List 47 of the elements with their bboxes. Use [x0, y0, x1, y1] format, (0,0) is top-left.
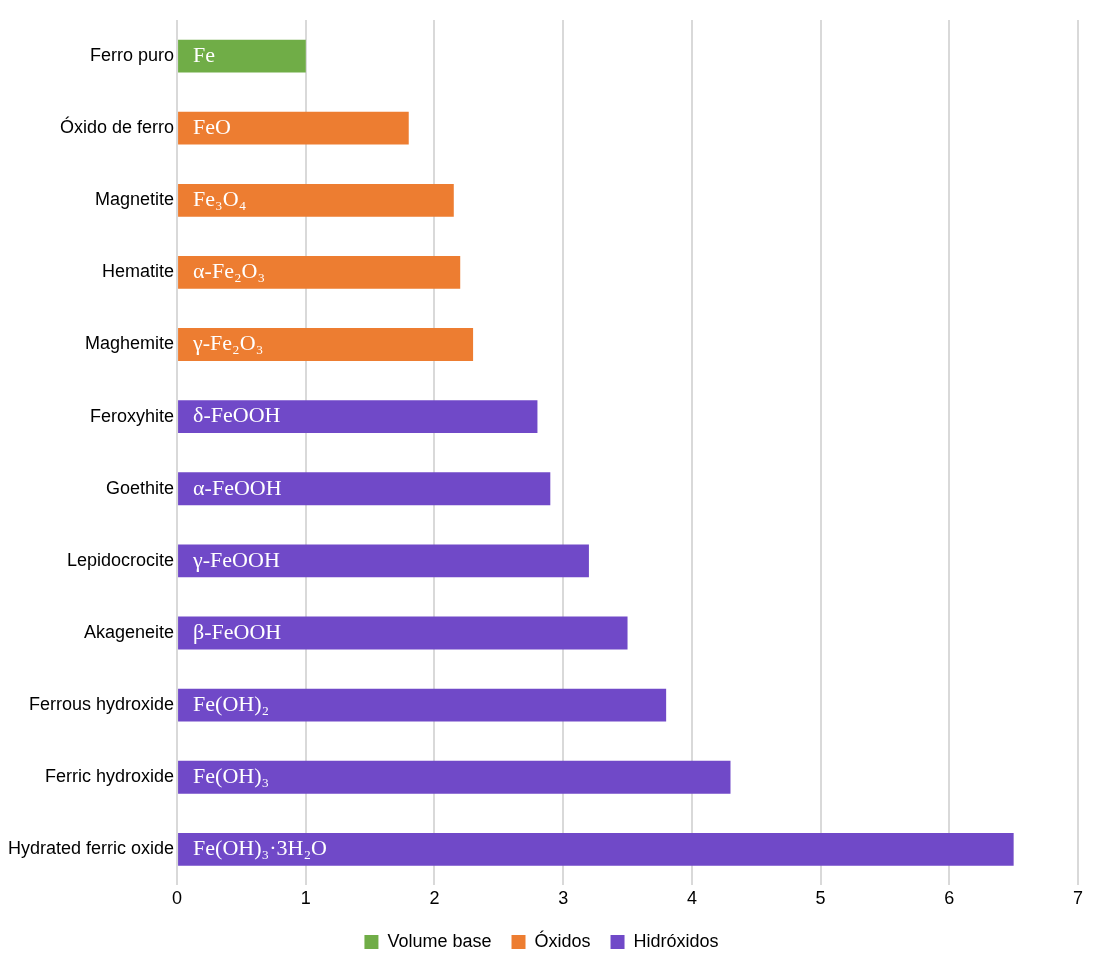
x-tick-label: 2 — [429, 888, 440, 909]
bar — [178, 183, 454, 217]
y-tick-label: Goethite — [106, 477, 175, 498]
annotation: Fe(OH)₃ — [193, 763, 270, 789]
bar — [178, 111, 409, 145]
annotation: γ-FeOOH — [192, 546, 280, 572]
y-tick-label: Ferrous hydroxide — [28, 694, 175, 715]
legend-label: Hidróxidos — [633, 930, 719, 951]
annotation: Fe(OH)₃·3H₂O — [193, 835, 327, 861]
bar — [178, 832, 1014, 866]
bar — [178, 256, 461, 289]
bar — [178, 688, 667, 722]
annotation: α-Fe₂O₃ — [193, 258, 266, 284]
annotation: α-FeOOH — [193, 474, 282, 500]
bar — [178, 616, 628, 650]
x-tick-label: 4 — [686, 888, 697, 909]
annotation: δ-FeOOH — [193, 402, 281, 428]
bar — [178, 544, 589, 578]
y-tick-label: Lepidocrocite — [66, 549, 175, 570]
y-tick-label: Hematite — [102, 261, 175, 282]
x-tick-label: 0 — [172, 888, 183, 909]
y-tick-label: Hydrated ferric oxide — [7, 838, 175, 859]
annotation: Fe(OH)₂ — [193, 690, 270, 716]
y-tick-label: Ferro puro — [90, 45, 175, 66]
annotation: Fe₃O₄ — [193, 186, 247, 212]
x-tick-label: 6 — [944, 888, 955, 909]
y-tick-label: Ferric hydroxide — [45, 766, 175, 787]
annotation: β-FeOOH — [193, 618, 282, 644]
y-tick-label: Magnetite — [95, 189, 175, 210]
y-tick-label: Feroxyhite — [90, 405, 175, 426]
bar — [178, 472, 551, 506]
y-tick-label: Óxido de ferro — [60, 116, 175, 138]
y-tick-label: Akageneite — [83, 621, 175, 642]
x-tick-label: 5 — [815, 888, 826, 909]
annotation: Fe — [193, 41, 216, 67]
legend-label: Óxidos — [534, 929, 591, 951]
bar — [178, 328, 474, 361]
bar — [178, 400, 538, 434]
x-tick-label: 1 — [300, 888, 311, 909]
x-tick-label: 7 — [1072, 888, 1084, 909]
annotation: γ-Fe₂O₃ — [192, 330, 264, 356]
annotation: FeO — [193, 113, 231, 139]
bar — [178, 760, 731, 794]
y-tick-label: Maghemite — [85, 333, 175, 354]
bar — [178, 39, 306, 73]
legend-label: Volume base — [387, 930, 492, 951]
x-tick-label: 3 — [558, 888, 569, 909]
